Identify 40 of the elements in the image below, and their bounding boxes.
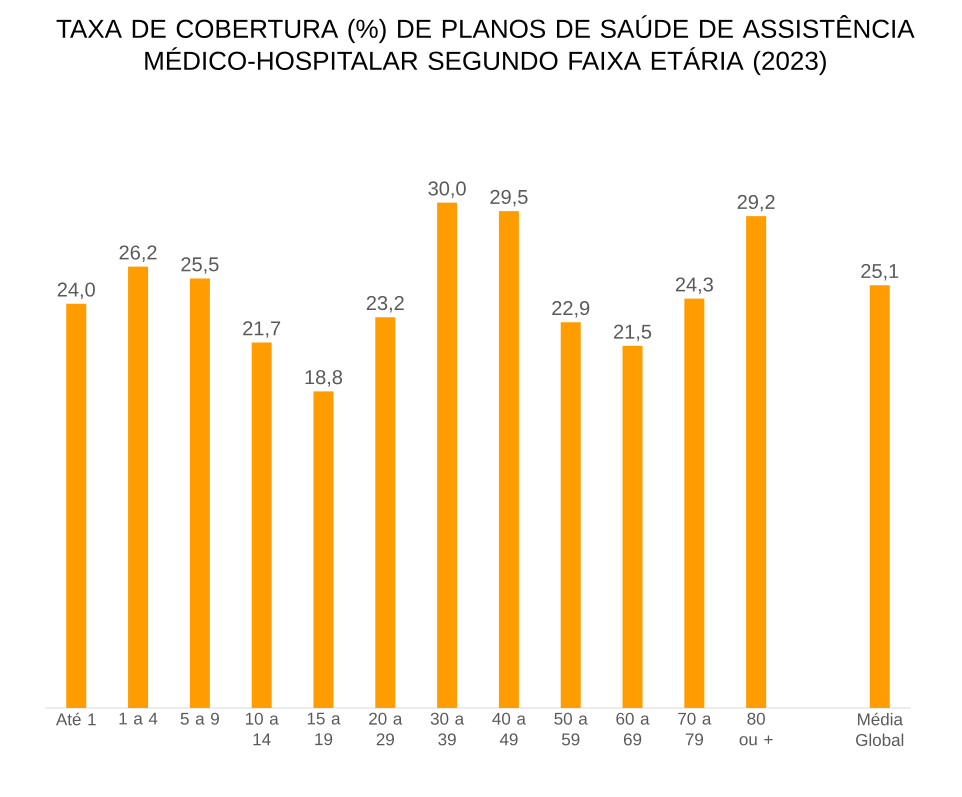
x-tick-label: 10 a 14 (246, 712, 279, 746)
bar (870, 285, 890, 708)
data-label: 18,8 (306, 370, 342, 387)
x-tick-label: 30 a 39 (430, 712, 464, 746)
data-label: 21,5 (614, 324, 652, 342)
data-label: 24,3 (676, 277, 713, 294)
data-label: 24,0 (58, 282, 95, 300)
chart-title: TAXA DE COBERTURA (%) DE PLANOS DE SAÚDE DE ASSISTÊNCIA MÉDICO-HOSPITALAR SEGUNDO FAIXA ETÁRIA (2023) (56, 15, 915, 76)
x-tick-label: Até 1 (56, 712, 96, 726)
data-label: 21,7 (243, 321, 280, 338)
data-label: 29,5 (490, 190, 528, 206)
data-label: 25,1 (861, 264, 898, 280)
bar (313, 391, 334, 708)
bar (66, 304, 86, 708)
data-label: 25,5 (181, 257, 218, 274)
x-tick-label: 40 a 49 (492, 712, 526, 746)
bar (622, 346, 643, 708)
data-label: 30,0 (428, 181, 466, 198)
x-tick-label: 15 a 19 (308, 712, 340, 746)
x-tick-label: 70 a 79 (678, 712, 712, 746)
data-label: 26,2 (120, 245, 157, 262)
data-label: 23,2 (366, 296, 404, 312)
bar (437, 202, 458, 708)
bar (128, 266, 148, 708)
bar (684, 298, 704, 708)
bar (746, 216, 766, 708)
x-tick-label: 5 a 9 (180, 712, 219, 725)
x-tick-label: 50 a 59 (554, 712, 588, 746)
data-label: 22,9 (552, 301, 590, 318)
x-tick-label: 60 a 69 (616, 712, 650, 746)
bar (190, 278, 210, 708)
x-tick-label: 80 ou + (740, 712, 773, 746)
bar (375, 317, 396, 708)
x-tick-label: 20 a 29 (369, 712, 402, 746)
x-tick-label: Média Global (856, 712, 904, 746)
bar (560, 322, 581, 708)
x-tick-label: 1 a 4 (120, 712, 158, 725)
bar (252, 342, 272, 708)
bar (498, 211, 519, 708)
data-label: 29,2 (738, 194, 775, 212)
